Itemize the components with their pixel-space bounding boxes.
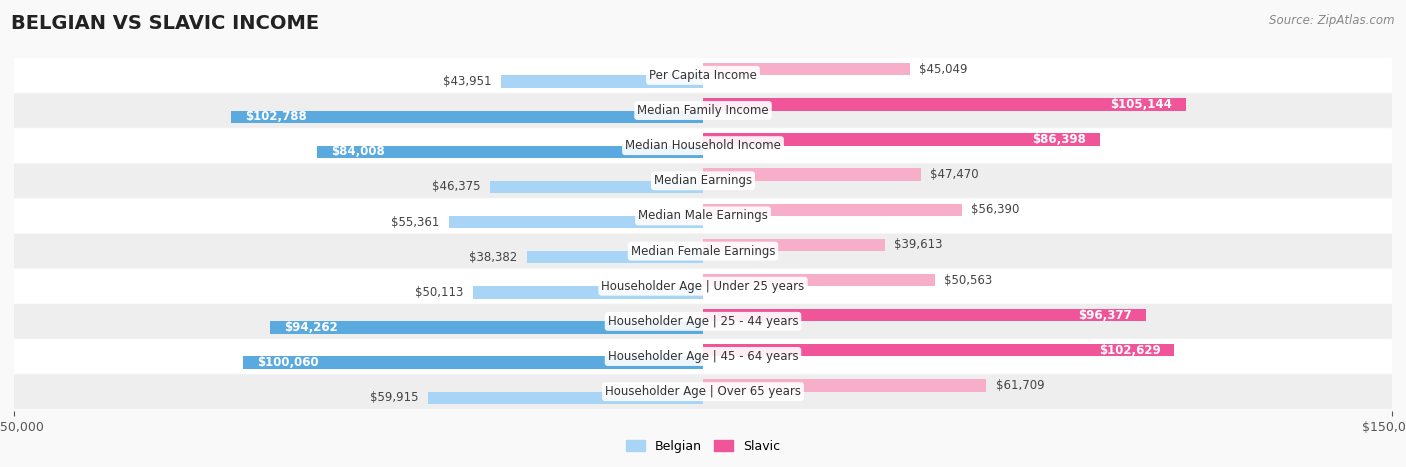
FancyBboxPatch shape: [14, 339, 1392, 374]
Bar: [318, 146, 703, 158]
FancyBboxPatch shape: [14, 128, 1392, 163]
Bar: [243, 356, 703, 369]
Text: $94,262: $94,262: [284, 321, 337, 334]
Text: Median Female Earnings: Median Female Earnings: [631, 245, 775, 258]
Bar: [703, 98, 1185, 111]
Text: $102,629: $102,629: [1099, 344, 1160, 357]
Bar: [703, 274, 935, 286]
Text: Median Household Income: Median Household Income: [626, 139, 780, 152]
Text: Source: ZipAtlas.com: Source: ZipAtlas.com: [1270, 14, 1395, 27]
Text: $43,951: $43,951: [443, 75, 492, 88]
Text: $50,563: $50,563: [945, 274, 993, 287]
Bar: [703, 379, 987, 392]
FancyBboxPatch shape: [14, 269, 1392, 304]
Text: Median Earnings: Median Earnings: [654, 174, 752, 187]
Text: $86,398: $86,398: [1032, 133, 1085, 146]
Text: $61,709: $61,709: [995, 379, 1045, 392]
Text: $96,377: $96,377: [1078, 309, 1132, 322]
Text: Householder Age | 45 - 64 years: Householder Age | 45 - 64 years: [607, 350, 799, 363]
Text: $46,375: $46,375: [432, 180, 481, 193]
Bar: [703, 344, 1174, 356]
Text: $50,113: $50,113: [415, 286, 464, 299]
Text: $102,788: $102,788: [245, 110, 307, 123]
FancyBboxPatch shape: [14, 375, 1392, 409]
Text: $100,060: $100,060: [257, 356, 319, 369]
Text: BELGIAN VS SLAVIC INCOME: BELGIAN VS SLAVIC INCOME: [11, 14, 319, 33]
Text: $47,470: $47,470: [931, 168, 979, 181]
Text: $59,915: $59,915: [370, 391, 419, 404]
Text: Householder Age | Under 25 years: Householder Age | Under 25 years: [602, 280, 804, 293]
Bar: [703, 204, 962, 216]
Bar: [703, 169, 921, 181]
Bar: [427, 392, 703, 404]
Bar: [472, 286, 703, 298]
Bar: [527, 251, 703, 263]
Text: $56,390: $56,390: [972, 203, 1019, 216]
Legend: Belgian, Slavic: Belgian, Slavic: [621, 435, 785, 458]
FancyBboxPatch shape: [14, 304, 1392, 339]
Text: $39,613: $39,613: [894, 239, 942, 251]
Bar: [703, 63, 910, 75]
Text: $38,382: $38,382: [470, 251, 517, 264]
Bar: [491, 181, 703, 193]
Text: $105,144: $105,144: [1111, 98, 1173, 111]
FancyBboxPatch shape: [14, 93, 1392, 128]
Bar: [703, 239, 884, 251]
Bar: [501, 75, 703, 88]
FancyBboxPatch shape: [14, 234, 1392, 268]
Text: Median Family Income: Median Family Income: [637, 104, 769, 117]
Text: Householder Age | 25 - 44 years: Householder Age | 25 - 44 years: [607, 315, 799, 328]
FancyBboxPatch shape: [14, 199, 1392, 233]
Bar: [703, 309, 1146, 321]
Text: $55,361: $55,361: [391, 216, 440, 228]
Text: $84,008: $84,008: [330, 145, 385, 158]
Bar: [703, 134, 1099, 146]
Text: Householder Age | Over 65 years: Householder Age | Over 65 years: [605, 385, 801, 398]
FancyBboxPatch shape: [14, 163, 1392, 198]
Text: Per Capita Income: Per Capita Income: [650, 69, 756, 82]
Text: Median Male Earnings: Median Male Earnings: [638, 209, 768, 222]
Bar: [270, 321, 703, 333]
FancyBboxPatch shape: [14, 58, 1392, 92]
Bar: [449, 216, 703, 228]
Bar: [231, 111, 703, 123]
Text: $45,049: $45,049: [920, 63, 967, 76]
